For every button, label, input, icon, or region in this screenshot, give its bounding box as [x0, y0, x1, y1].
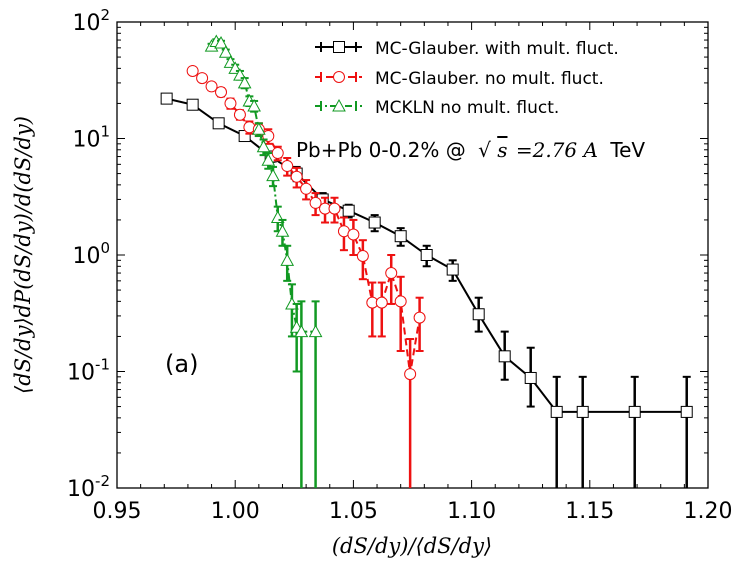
data-point: [328, 202, 341, 215]
y-tick-base: 10: [67, 477, 95, 502]
series-0: [160, 92, 693, 488]
y-tick-exponent: 1: [100, 123, 110, 141]
x-tick-label: 1.00: [211, 499, 260, 524]
y-tick-base: 10: [67, 361, 95, 386]
x-tick-label: 1.15: [565, 499, 614, 524]
a-symbol: A: [582, 138, 598, 162]
system-annotation: Pb+Pb 0-0.2% @ √ s =2.76 A TeV: [296, 138, 645, 162]
y-tick-label: 100: [72, 239, 110, 269]
data-point: [196, 72, 209, 85]
series-layer: [160, 34, 693, 488]
data-point: [275, 224, 290, 237]
y-tick-exponent: 2: [100, 6, 110, 24]
y-tick-label: 101: [72, 123, 110, 153]
series-2: [204, 34, 323, 488]
data-point: [472, 308, 485, 321]
data-point: [413, 311, 426, 324]
data-point: [576, 405, 589, 418]
data-point: [281, 160, 294, 173]
y-tick-base: 10: [72, 128, 100, 153]
data-point: [394, 230, 407, 243]
y-tick-label: 10-1: [67, 356, 110, 386]
axis-ticks: [116, 21, 709, 489]
data-point: [342, 204, 355, 217]
data-point: [404, 368, 417, 381]
data-point: [280, 253, 295, 266]
series-1: [186, 64, 426, 488]
data-point: [308, 324, 323, 338]
energy-unit: TeV: [609, 138, 645, 162]
data-point: [251, 122, 266, 135]
x-axis-label: (dS/dy)/⟨dS/dy⟩: [332, 534, 492, 558]
data-point: [309, 196, 322, 209]
data-point: [628, 405, 641, 418]
x-tick-label: 1.20: [684, 499, 733, 524]
data-point: [160, 92, 173, 105]
y-tick-exponent: -1: [95, 356, 110, 374]
s-symbol: s: [497, 138, 507, 162]
data-point: [550, 405, 563, 418]
sqrt-symbol: √: [478, 138, 491, 162]
y-axis-label: ⟨dS/dy⟩dP(dS/dy)/d(dS/dy): [11, 116, 35, 394]
data-point: [214, 35, 228, 49]
data-point: [394, 295, 407, 308]
x-tick-label: 1.10: [447, 499, 496, 524]
legend-entry-mckln: MCKLN no mult. fluct.: [315, 98, 559, 118]
data-point: [375, 296, 388, 309]
y-tick-label: 10-2: [67, 472, 110, 502]
data-point: [680, 405, 693, 418]
legend-label-mckln: MCKLN no mult. fluct.: [375, 98, 559, 118]
plot-frame: [116, 21, 709, 489]
data-point: [237, 75, 252, 89]
data-point: [290, 170, 303, 183]
data-point: [186, 64, 199, 77]
data-point: [356, 250, 369, 263]
data-point: [300, 182, 313, 195]
y-tick-exponent: 0: [100, 239, 110, 257]
legend-label-glauber-nofluct: MC-Glauber. no mult. fluct.: [375, 69, 604, 89]
energy-value: =2.76: [516, 138, 578, 162]
y-tick-base: 10: [72, 11, 100, 36]
data-point: [205, 80, 218, 93]
data-point: [186, 98, 199, 111]
data-point: [266, 168, 280, 182]
panel-label: (a): [165, 350, 198, 378]
data-point: [385, 267, 398, 280]
data-point: [218, 45, 233, 58]
data-point: [347, 228, 360, 241]
x-tick-labels: 0.95 1.00 1.05 1.10 1.15 1.20: [93, 499, 733, 524]
legend-entry-glauber-fluct: MC-Glauber. with mult. fluct.: [315, 39, 619, 59]
data-point: [524, 371, 537, 384]
data-point: [247, 98, 261, 112]
legend-label-glauber-fluct: MC-Glauber. with mult. fluct.: [375, 39, 619, 59]
data-point: [498, 350, 511, 363]
y-tick-label: 102: [72, 6, 110, 36]
legend: MC-Glauber. with mult. fluct. MC-Glauber…: [315, 39, 619, 118]
x-tick-label: 0.95: [93, 499, 142, 524]
data-point: [215, 86, 228, 99]
data-point: [271, 147, 284, 160]
data-point: [420, 249, 433, 261]
legend-entry-glauber-nofluct: MC-Glauber. no mult. fluct.: [315, 69, 604, 89]
x-tick-label: 1.05: [329, 499, 378, 524]
data-point: [368, 216, 381, 229]
data-point: [261, 153, 276, 166]
data-point: [233, 108, 246, 121]
data-point: [256, 139, 271, 153]
data-point: [294, 324, 309, 338]
system-prefix: Pb+Pb 0-0.2% @: [296, 138, 466, 162]
data-point: [446, 263, 459, 276]
data-point: [224, 97, 237, 110]
y-tick-base: 10: [72, 244, 100, 269]
y-tick-exponent: -2: [95, 472, 110, 490]
data-point: [212, 117, 225, 130]
